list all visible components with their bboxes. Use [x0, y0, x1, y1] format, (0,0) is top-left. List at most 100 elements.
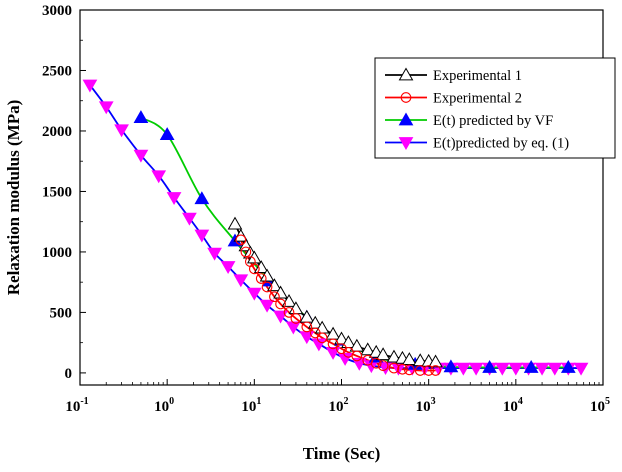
eq1-prediction-point — [273, 310, 288, 324]
experimental-2-point — [275, 298, 286, 310]
experimental-1-point — [401, 352, 417, 365]
y-tick-label: 0 — [65, 366, 73, 382]
eq1-prediction-point — [82, 79, 98, 93]
eq1-prediction-point — [325, 346, 341, 360]
experimental-2-point — [255, 273, 267, 284]
experimental-1-point — [253, 260, 269, 274]
legend: Experimental 1 Experimental 2 E(t) predict… — [374, 57, 616, 159]
experimental-2-point — [316, 332, 328, 344]
eq1-prediction-point — [233, 274, 249, 288]
legend-item-experimental-1: Experimental 1 — [385, 67, 522, 84]
experimental-2-point — [240, 246, 252, 258]
legend-label: Experimental 1 — [433, 68, 522, 84]
experimental-2-point — [301, 321, 313, 333]
y-tick-label: 1000 — [42, 245, 72, 261]
y-tick-label: 2000 — [42, 124, 72, 140]
y-tick-label: 3000 — [42, 3, 72, 19]
eq1-prediction-point — [285, 321, 301, 335]
y-tick-label: 2500 — [42, 63, 72, 79]
eq1-prediction-point — [337, 353, 353, 366]
y-tick-label: 500 — [50, 305, 73, 321]
legend-label: Experimental 2 — [433, 91, 522, 107]
experimental-2-point — [248, 263, 260, 275]
experimental-2-point — [414, 365, 426, 376]
legend-item-eq1-prediction: E(t)predicted by eq. (1) — [385, 136, 569, 152]
legend-item-experimental-2: Experimental 2 — [385, 91, 522, 107]
series-experimental-1 — [234, 223, 436, 363]
x-tick-label: 101 — [241, 396, 261, 415]
legend-swatch-marker — [398, 137, 414, 151]
vf-prediction-point — [482, 359, 497, 373]
eq1-prediction-point — [547, 362, 563, 376]
vf-prediction-point — [133, 110, 149, 124]
experimental-1-point — [428, 354, 443, 368]
legend-item-vf-prediction: E(t) predicted by VF — [385, 112, 553, 129]
eq1-prediction-point — [573, 362, 589, 376]
experimental-2-point — [235, 234, 247, 246]
x-tick-label: 10-1 — [65, 396, 88, 415]
x-tick-label: 100 — [154, 396, 174, 415]
experimental-2-point — [261, 281, 273, 293]
legend-label: E(t) predicted by VF — [433, 113, 553, 129]
legend-label: E(t)predicted by eq. (1) — [433, 136, 569, 152]
legend-items: Experimental 1 Experimental 2 E(t) predict… — [385, 67, 569, 152]
experimental-2-point — [290, 313, 302, 324]
eq1-prediction-point — [207, 247, 222, 261]
y-tick-label: 1500 — [42, 184, 72, 200]
x-tick-label: 104 — [503, 396, 523, 415]
x-tick-label: 103 — [416, 396, 436, 415]
eq1-prediction-point — [311, 338, 327, 352]
eq1-prediction-point — [220, 261, 236, 274]
vf-prediction-point — [523, 359, 539, 373]
series-experimental-2-markers — [235, 234, 441, 376]
vf-prediction-point — [159, 127, 175, 140]
experimental-2-point — [336, 343, 347, 355]
experimental-2-point — [351, 350, 363, 362]
experimental-2-point — [269, 291, 280, 303]
experimental-2-point — [370, 357, 382, 369]
vf-prediction-point — [560, 359, 576, 373]
y-axis-title: Relaxation modulus (MPa) — [4, 100, 23, 296]
eq1-prediction-point — [166, 192, 182, 206]
eq1-prediction-point — [534, 362, 550, 376]
series-layer — [82, 79, 589, 376]
experimental-2-point — [423, 365, 435, 376]
axes-layer: 10-1 100 101 102 103 104 105 0 500 1000 1500 2000 25… — [42, 3, 610, 415]
experimental-2-point — [327, 338, 339, 350]
experimental-1-point — [375, 347, 391, 361]
x-tick-label: 105 — [590, 396, 610, 415]
experimental-1-point — [259, 268, 275, 282]
legend-swatch-marker — [400, 92, 412, 103]
experimental-1-line — [234, 223, 436, 363]
experimental-2-point — [377, 360, 389, 371]
legend-swatch-marker — [398, 67, 414, 81]
vf-prediction-point — [443, 359, 459, 373]
eq1-prediction-point — [133, 149, 149, 163]
eq1-prediction-point — [98, 101, 114, 115]
legend-swatch-marker — [398, 112, 414, 126]
experimental-1-point — [360, 342, 376, 356]
eq1-prediction-point — [151, 170, 167, 184]
experimental-1-point — [227, 216, 243, 230]
vf-prediction-point — [194, 191, 210, 205]
eq1-prediction-point — [114, 124, 129, 138]
eq1-prediction-point — [494, 362, 510, 376]
experimental-2-point — [403, 364, 415, 376]
eq1-prediction-point — [508, 362, 524, 376]
eq1-prediction-point — [246, 287, 262, 301]
experimental-1-point — [386, 349, 402, 363]
x-tick-label: 102 — [329, 396, 349, 415]
experimental-2-point — [397, 363, 408, 375]
eq1-prediction-point — [182, 212, 197, 226]
x-axis-title: Time (Sec) — [303, 444, 381, 463]
eq1-prediction-point — [259, 299, 275, 313]
experimental-2-point — [430, 365, 441, 376]
experimental-2-point — [388, 362, 400, 374]
experimental-2-point — [283, 307, 295, 318]
eq1-prediction-point — [455, 362, 471, 376]
eq1-prediction-point — [468, 362, 484, 376]
eq1-prediction-point — [299, 331, 315, 345]
eq1-prediction-point — [194, 229, 210, 243]
